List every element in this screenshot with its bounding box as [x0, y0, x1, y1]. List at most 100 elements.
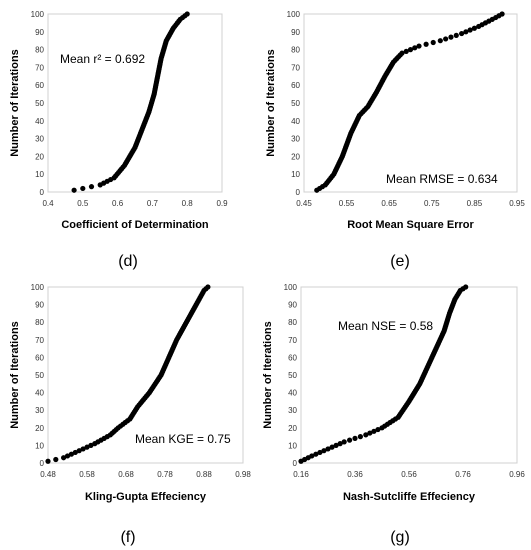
y-tick-label: 30 [35, 135, 44, 144]
data-point [403, 48, 409, 54]
x-tick-label: 0.16 [293, 470, 309, 479]
x-tick-label: 0.8 [182, 199, 194, 208]
panel-g: 0 10 20 30 40 50 60 70 80 90 100 0.16 0.36 0.56 0.76 0.… [262, 283, 525, 546]
y-tick-label: 0 [293, 459, 298, 468]
data-point [80, 446, 86, 452]
data-point [68, 451, 74, 457]
x-tick-label: 0.6 [112, 199, 124, 208]
y-axis-title: Number of Iterations [262, 321, 274, 429]
y-axis-title: Number of Iterations [9, 321, 21, 429]
y-tick-label: 30 [291, 135, 300, 144]
y-tick-label: 80 [35, 46, 44, 55]
x-axis-title: Coefficient of Determination [61, 219, 209, 231]
panel-e: 0 10 20 30 40 50 60 70 80 90 100 0.45 0.55 0.65 0.75 0.… [265, 10, 525, 270]
data-point [329, 444, 335, 450]
x-tick-label: 0.7 [147, 199, 159, 208]
x-tick-label: 0.4 [42, 199, 54, 208]
panel-f: 0 10 20 30 40 50 60 70 80 90 100 0.48 0.58 0.68 0.78 0.… [9, 283, 251, 546]
y-tick-label: 100 [31, 10, 45, 19]
y-tick-label: 20 [35, 152, 44, 161]
y-tick-label: 90 [291, 28, 300, 37]
data-point [321, 448, 327, 454]
x-tick-label: 0.96 [509, 470, 525, 479]
data-point [423, 41, 429, 47]
y-tick-label: 70 [35, 336, 44, 345]
y-tick-label: 0 [40, 188, 45, 197]
y-tick-label: 30 [35, 406, 44, 415]
mean-annotation: Mean KGE = 0.75 [135, 432, 231, 446]
y-tick-label: 100 [284, 283, 298, 292]
data-point [416, 43, 422, 49]
y-tick-label: 70 [35, 63, 44, 72]
data-point [309, 453, 315, 459]
x-axis-title: Nash-Sutcliffe Effeciency [343, 491, 476, 503]
x-axis-title: Kling-Gupta Effeciency [85, 491, 207, 503]
x-tick-label: 0.58 [79, 470, 95, 479]
x-tick-label: 0.75 [424, 199, 440, 208]
panel-d: 0 10 20 30 40 50 60 70 80 90 100 0.4 0.5 0.6 0.7 0.8 0.9… [9, 10, 228, 270]
data-point [448, 34, 454, 40]
x-tick-label: 0.88 [196, 470, 212, 479]
x-tick-label: 0.98 [235, 470, 251, 479]
y-tick-label: 60 [288, 353, 297, 362]
data-point [471, 25, 477, 31]
panel-label: (e) [390, 253, 410, 270]
y-tick-label: 10 [291, 170, 300, 179]
data-point [72, 449, 78, 456]
y-tick-label: 90 [35, 301, 44, 310]
data-point [453, 32, 459, 38]
data-point [64, 453, 71, 459]
data-point [84, 444, 90, 450]
x-axis-title: Root Mean Square Error [347, 219, 474, 231]
y-tick-label: 20 [291, 152, 300, 161]
y-tick-label: 60 [35, 353, 44, 362]
x-tick-label: 0.55 [339, 199, 355, 208]
x-tick-label: 0.36 [347, 470, 363, 479]
data-point [76, 448, 82, 454]
y-tick-label: 50 [288, 371, 297, 380]
y-tick-label: 10 [35, 441, 44, 450]
y-tick-label: 10 [35, 170, 44, 179]
data-point [45, 458, 51, 464]
y-tick-label: 40 [288, 389, 297, 398]
x-tick-label: 0.78 [157, 470, 173, 479]
y-tick-label: 0 [40, 459, 45, 468]
y-tick-label: 80 [35, 318, 44, 327]
y-tick-label: 80 [288, 318, 297, 327]
y-tick-label: 40 [35, 117, 44, 126]
data-point [437, 38, 443, 44]
data-point [375, 426, 381, 433]
data-point [430, 39, 436, 46]
y-tick-label: 60 [35, 81, 44, 90]
mean-annotation: Mean NSE = 0.58 [338, 319, 433, 333]
x-tick-label: 0.48 [40, 470, 56, 479]
y-tick-label: 40 [291, 117, 300, 126]
plot-area [300, 286, 518, 464]
y-tick-label: 40 [35, 389, 44, 398]
x-tick-label: 0.95 [509, 199, 525, 208]
data-point [337, 441, 343, 447]
data-point [463, 29, 469, 35]
data-point [499, 11, 505, 17]
data-point [184, 11, 190, 17]
y-tick-label: 0 [296, 188, 301, 197]
data-point [371, 428, 377, 434]
y-tick-label: 50 [35, 371, 44, 380]
data-point [363, 432, 369, 438]
data-point [88, 442, 94, 448]
x-tick-label: 0.68 [118, 470, 134, 479]
panel-label: (d) [118, 253, 138, 270]
panel-label: (f) [120, 529, 135, 546]
data-point [399, 50, 405, 56]
data-point [467, 27, 473, 33]
data-point [341, 439, 347, 445]
y-tick-label: 100 [287, 10, 301, 19]
y-tick-label: 20 [35, 424, 44, 433]
data-point [313, 451, 319, 457]
mean-annotation: Mean RMSE = 0.634 [386, 172, 498, 186]
data-point [347, 437, 353, 443]
x-tick-label: 0.76 [455, 470, 471, 479]
panel-label: (g) [390, 529, 410, 546]
x-tick-label: 0.9 [216, 199, 228, 208]
